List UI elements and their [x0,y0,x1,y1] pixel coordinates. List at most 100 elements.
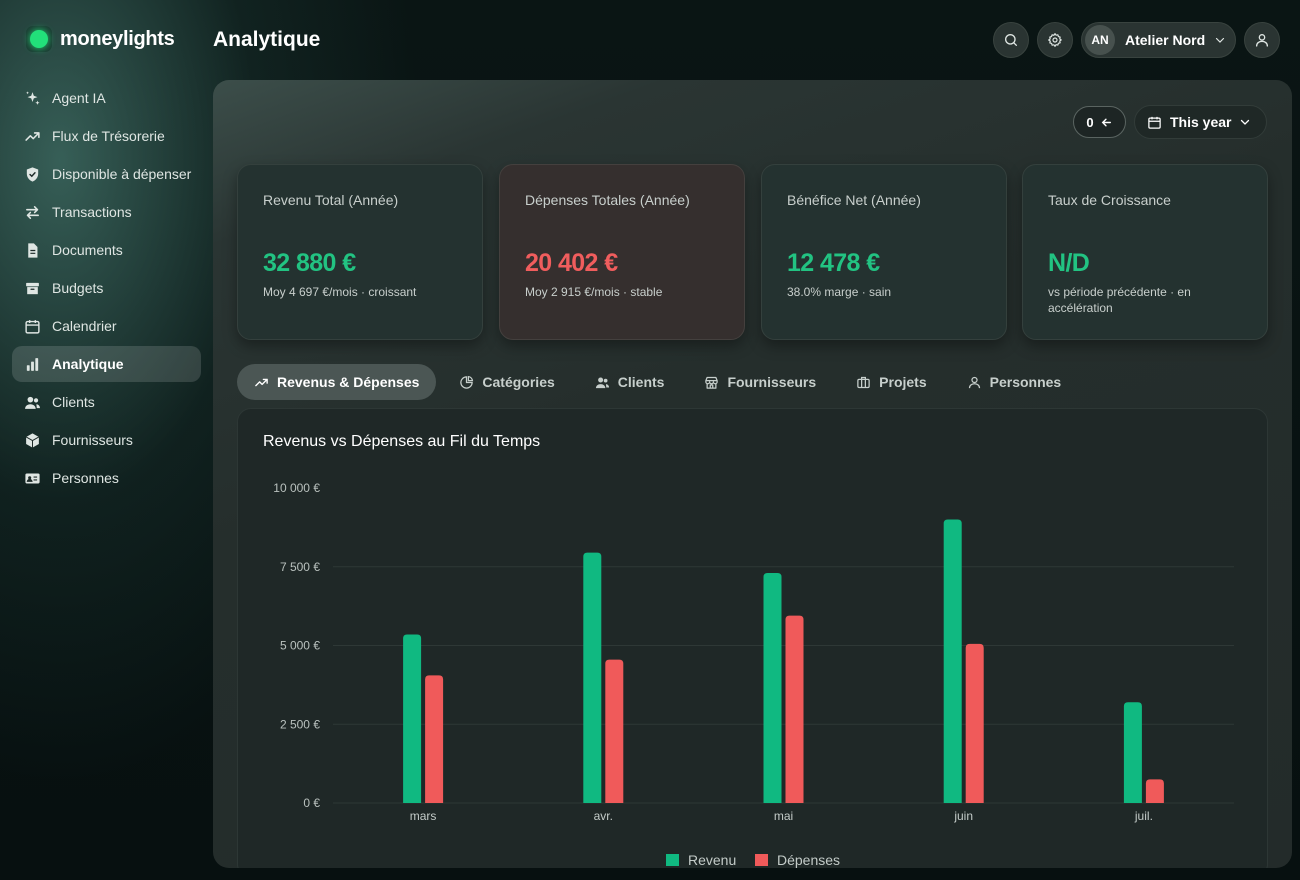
growth-rate-card: Taux de Croissance N/D vs période précéden… [1022,164,1268,340]
sidebar-item-label: Flux de Trésorerie [52,128,165,144]
user-icon [968,376,980,388]
tab-label: Revenus & Dépenses [277,374,420,390]
card-label: Taux de Croissance [1048,192,1171,208]
tab-label: Clients [617,374,665,390]
archive-box-icon [24,280,41,297]
document-icon [24,242,41,259]
users-icon [24,394,41,411]
bar-chart-icon [24,356,41,373]
organization-name: Atelier Nord [1125,32,1206,48]
legend-label[interactable]: Revenu [688,852,736,868]
card-label: Dépenses Totales (Année) [525,192,690,208]
card-value: 12 478 € [787,249,880,277]
settings-button[interactable] [1037,22,1073,58]
arrow-left-icon [1101,118,1111,126]
user-icon [1256,34,1268,47]
sidebar: moneylights Agent IA Flux de Trésorerie Di… [0,0,213,880]
x-tick-label: mars [410,809,437,823]
tab-projects[interactable]: Projets [839,364,943,400]
sidebar-item-calendrier[interactable]: Calendrier [12,308,201,344]
sidebar-item-documents[interactable]: Documents [12,232,201,268]
reset-button[interactable]: 0 [1073,106,1126,138]
card-subtitle: 38.0% marge · sain [787,285,892,299]
users-icon [595,377,609,388]
sidebar-item-label: Agent IA [52,90,106,106]
tab-label: Personnes [989,374,1062,390]
card-value: 20 402 € [525,249,618,277]
id-card-icon [24,470,41,487]
main-panel: 0 This year Revenu Total (Année) 32 880 €… [213,80,1292,868]
chevron-down-icon [1216,37,1225,43]
tab-categories[interactable]: Catégories [442,364,571,400]
expenses-bar-3[interactable] [965,643,984,803]
trending-up-icon [255,378,268,386]
card-label: Revenu Total (Année) [263,192,399,208]
card-value: N/D [1048,249,1090,277]
expenses-bar-0[interactable] [425,675,444,803]
chart-title: Revenus vs Dépenses au Fil du Temps [263,433,541,450]
card-subtitle: vs période précédente · en accélération [1048,285,1191,315]
y-tick-label: 7 500 € [280,560,320,574]
revenue-bar-1[interactable] [583,552,602,803]
card-value: 32 880 € [263,249,356,277]
tab-label: Catégories [482,374,555,390]
tab-revenue-expenses[interactable]: Revenus & Dépenses [237,364,437,400]
sparkles-icon [24,90,41,107]
sidebar-item-fournisseurs[interactable]: Fournisseurs [12,422,201,458]
expenses-card: Dépenses Totales (Année) 20 402 € Moy 2 91… [499,164,745,340]
expenses-bar-2[interactable] [785,615,804,803]
x-tick-label: juil. [1134,809,1153,823]
search-icon [1005,34,1017,46]
organization-switcher[interactable]: AN Atelier Nord [1081,22,1236,58]
counter-label: 0 [1086,114,1094,130]
logo[interactable]: moneylights [26,26,175,52]
sidebar-item-budgets[interactable]: Budgets [12,270,201,306]
profile-button[interactable] [1244,22,1280,58]
legend-label[interactable]: Dépenses [777,852,840,868]
sidebar-item-flux-de-tresorerie[interactable]: Flux de Trésorerie [12,118,201,154]
legend-swatch-0 [666,854,679,866]
tab-label: Fournisseurs [727,374,817,390]
sidebar-item-analytique[interactable]: Analytique [12,346,201,382]
date-range-label: This year [1170,114,1232,130]
analytics-tabs: Revenus & Dépenses Catégories Clients Fourn… [237,364,1084,400]
sidebar-item-label: Disponible à dépenser [52,166,192,182]
cube-icon [24,432,41,449]
sidebar-item-clients[interactable]: Clients [12,384,201,420]
card-subtitle: Moy 4 697 €/mois · croissant [263,285,417,299]
revenue-bar-2[interactable] [763,573,782,803]
sidebar-item-label: Personnes [52,470,119,486]
y-tick-label: 5 000 € [280,639,320,653]
page-title: Analytique [213,28,321,51]
date-range-select[interactable]: This year [1134,105,1267,139]
sidebar-item-label: Documents [52,242,123,258]
sidebar-item-agent-ia[interactable]: Agent IA [12,80,201,116]
sidebar-item-transactions[interactable]: Transactions [12,194,201,230]
pie-chart-icon [460,375,474,389]
search-button[interactable] [993,22,1029,58]
chart-card: Revenus vs Dépenses au Fil du Temps 0 € 2… [237,408,1268,868]
card-label: Bénéfice Net (Année) [787,192,921,208]
sidebar-item-disponible-a-depenser[interactable]: Disponible à dépenser [12,156,201,192]
y-tick-label: 0 € [303,796,320,810]
app-name: moneylights [60,27,175,50]
y-tick-label: 10 000 € [273,481,320,495]
gear-icon [1048,33,1062,47]
tab-clients[interactable]: Clients [578,364,682,400]
legend-swatch-1 [755,854,768,866]
revenue-bar-3[interactable] [943,519,962,804]
revenue-card: Revenu Total (Année) 32 880 € Moy 4 697 €/… [237,164,483,340]
expenses-bar-4[interactable] [1145,779,1164,803]
tab-people[interactable]: Personnes [950,364,1079,400]
expenses-bar-1[interactable] [605,659,624,803]
sidebar-item-label: Analytique [52,356,124,372]
sidebar-item-personnes[interactable]: Personnes [12,460,201,496]
tab-suppliers[interactable]: Fournisseurs [687,364,833,400]
sidebar-item-label: Clients [52,394,95,410]
x-tick-label: avr. [594,809,613,823]
net-profit-card: Bénéfice Net (Année) 12 478 € 38.0% marge … [761,164,1007,340]
chevron-down-icon [1241,119,1250,125]
revenue-bar-0[interactable] [403,634,422,803]
briefcase-icon [857,376,870,388]
revenue-bar-4[interactable] [1123,702,1142,803]
